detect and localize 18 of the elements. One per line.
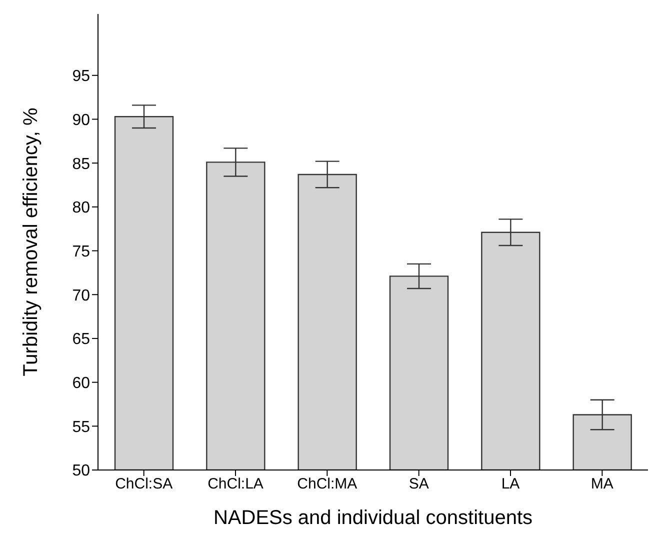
y-tick-label: 60 bbox=[72, 374, 90, 392]
x-tick-label: MA bbox=[590, 476, 614, 493]
x-tick-label: ChCl:MA bbox=[297, 476, 358, 493]
x-tick-label: ChCl:SA bbox=[115, 476, 173, 493]
y-tick-label: 75 bbox=[72, 243, 90, 260]
y-tick-label: 55 bbox=[72, 418, 90, 436]
y-tick-label: 65 bbox=[72, 331, 90, 348]
y-tick-label: 80 bbox=[72, 200, 90, 217]
y-tick-label: 85 bbox=[72, 156, 90, 173]
x-axis-title: NADESs and individual constituents bbox=[213, 507, 533, 529]
y-axis-title: Turbidity removal efficiency, % bbox=[20, 107, 42, 376]
x-tick-label: SA bbox=[408, 476, 429, 493]
y-tick-label: 50 bbox=[72, 462, 90, 480]
y-tick-label: 90 bbox=[72, 112, 90, 129]
x-tick-label: ChCl:LA bbox=[208, 476, 264, 493]
x-tick-label: LA bbox=[501, 476, 520, 493]
y-tick-label: 95 bbox=[72, 68, 90, 86]
y-tick-label: 70 bbox=[72, 287, 90, 304]
